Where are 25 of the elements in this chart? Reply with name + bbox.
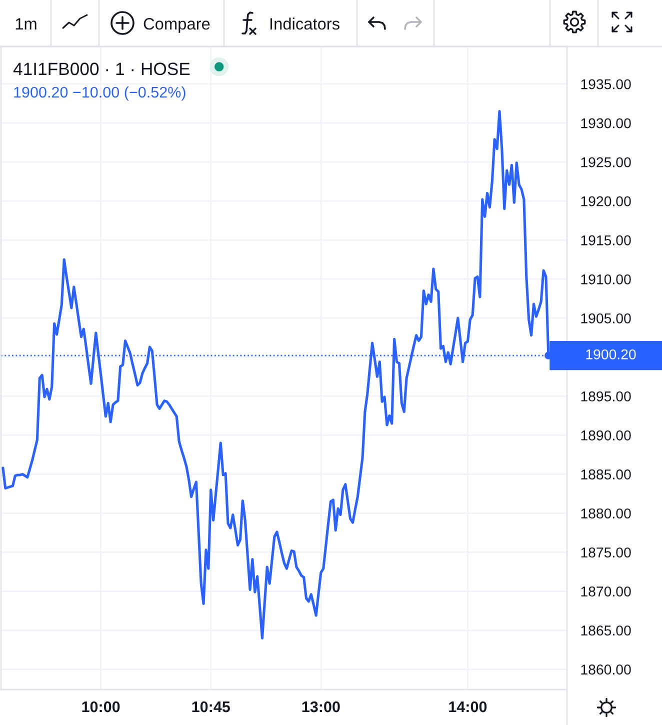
text: Compare bbox=[144, 18, 210, 33]
y-tick-label: 1880.00 bbox=[581, 508, 631, 518]
y-tick-label: 1915.00 bbox=[581, 235, 631, 246]
y-tick-label: 1925.00 bbox=[581, 157, 631, 168]
y-tick-label: 1885.00 bbox=[581, 469, 631, 480]
text: 1900.20 −10.00 (−0.52%) bbox=[14, 86, 186, 101]
y-tick-label: 1875.00 bbox=[581, 547, 631, 558]
x-tick-label: 10:45 bbox=[192, 701, 230, 712]
y-tick-label: 1865.00 bbox=[581, 626, 631, 636]
y-tick-label: 1860.00 bbox=[581, 664, 631, 675]
y-tick-label: 1910.00 bbox=[581, 274, 631, 284]
x-tick-label: 13:00 bbox=[302, 701, 340, 712]
text: 1m bbox=[16, 18, 36, 30]
y-tick-label: 1905.00 bbox=[581, 313, 631, 324]
y-tick-label: 1935.00 bbox=[581, 79, 631, 90]
y-tick-label: 1890.00 bbox=[581, 430, 631, 440]
x-tick-label: 10:00 bbox=[82, 701, 120, 712]
x-tick-label: 14:00 bbox=[449, 701, 487, 712]
text: Indicators bbox=[270, 18, 340, 30]
y-tick-label: 1895.00 bbox=[581, 391, 631, 402]
ref-line-label: 1900.20 bbox=[586, 349, 636, 360]
text: 41I1FB000 · 1 · HOSE bbox=[13, 62, 190, 76]
y-tick-label: 1930.00 bbox=[581, 118, 631, 128]
y-tick-label: 1920.00 bbox=[581, 196, 631, 206]
y-tick-label: 1870.00 bbox=[581, 586, 631, 597]
